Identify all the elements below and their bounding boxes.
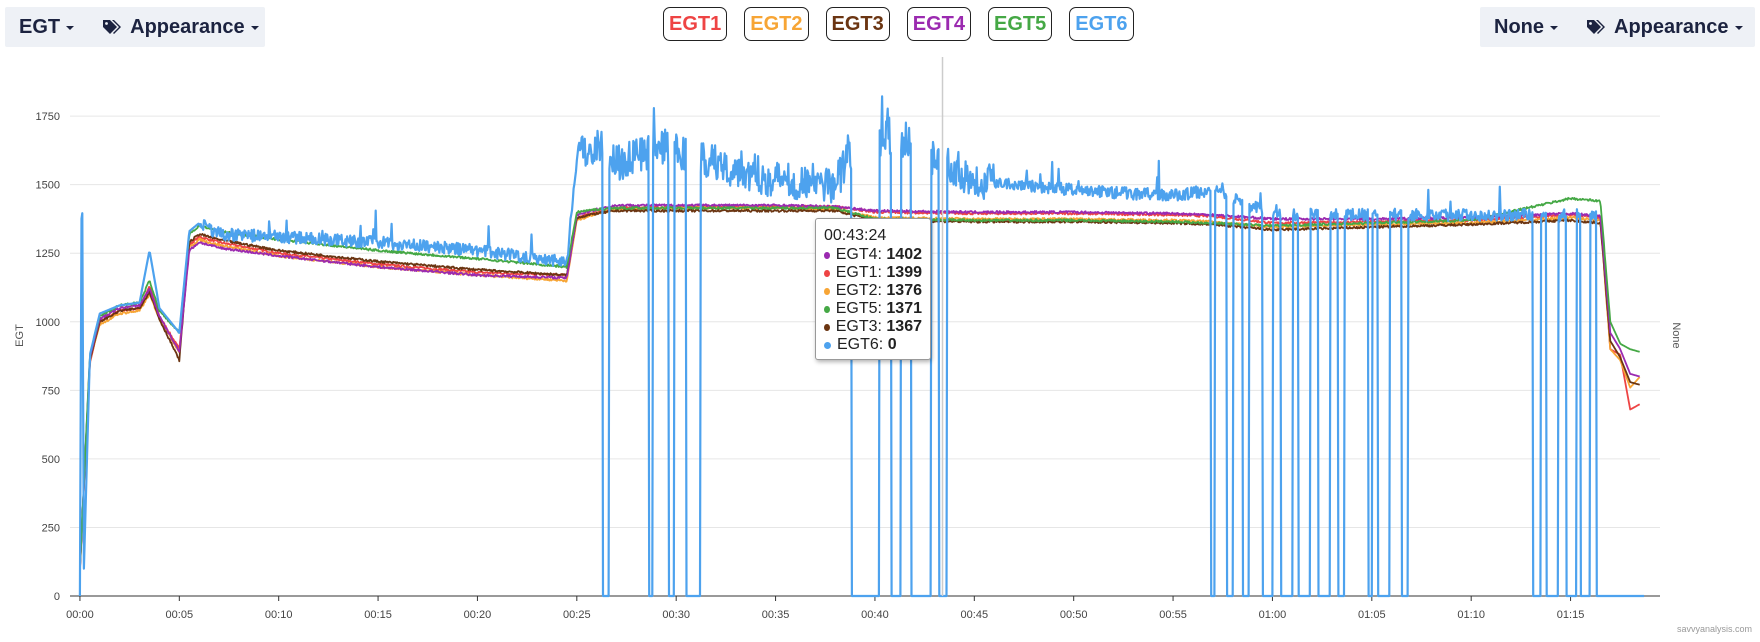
tooltip-row: EGT6: 0 [824, 336, 922, 354]
x-tick-label: 00:25 [563, 609, 591, 621]
right-appearance-label: Appearance [1614, 15, 1729, 38]
chevron-down-icon [66, 26, 75, 30]
tooltip-series-value: 0 [887, 336, 897, 353]
x-tick-label: 00:00 [66, 609, 94, 621]
x-tick-label: 01:00 [1259, 609, 1287, 621]
credit-text: savvyanalysis.com [1676, 624, 1752, 634]
series-button-egt6[interactable]: EGT6 [1069, 7, 1134, 41]
y-tick-label: 1250 [36, 248, 60, 260]
tooltip-series-value: 1376 [886, 282, 922, 299]
series-line-egt4 [79, 203, 1640, 571]
left-axis-toolbar: EGT Appearance [5, 7, 265, 47]
series-dot-icon [824, 305, 830, 313]
tooltip-series-value: 1371 [886, 300, 922, 317]
left-metric-dropdown[interactable]: EGT [5, 16, 88, 39]
tooltip-row: EGT5: 1371 [824, 300, 922, 318]
tags-icon [103, 20, 122, 34]
y-tick-label: 250 [42, 522, 60, 534]
tooltip-series-name: EGT4 [835, 246, 878, 263]
right-appearance-dropdown[interactable]: Appearance [1572, 16, 1757, 39]
series-line-egt5 [79, 196, 1640, 569]
tooltip-row: EGT1: 1399 [824, 264, 922, 282]
series-line-egt3 [79, 208, 1640, 569]
series-button-egt4[interactable]: EGT4 [906, 7, 971, 41]
x-tick-label: 01:05 [1358, 609, 1386, 621]
tooltip-series-value: 1402 [886, 246, 922, 263]
y-tick-label: 1750 [36, 111, 60, 123]
left-metric-label: EGT [19, 15, 61, 38]
series-dot-icon [824, 269, 830, 277]
left-appearance-label: Appearance [130, 15, 245, 38]
tooltip-series-name: EGT2 [835, 282, 878, 299]
tooltip-series-value: 1399 [886, 264, 922, 281]
y2-axis-label: None [1670, 322, 1682, 348]
y-tick-label: 1000 [36, 317, 60, 329]
x-tick-label: 00:10 [265, 609, 293, 621]
x-tick-label: 00:45 [961, 609, 989, 621]
x-tick-label: 00:50 [1060, 609, 1088, 621]
x-tick-label: 01:15 [1557, 609, 1585, 621]
tooltip-series-name: EGT5 [835, 300, 878, 317]
series-line-egt1 [79, 204, 1641, 572]
tooltip-time: 00:43:24 [824, 227, 887, 244]
series-dot-icon [824, 251, 830, 259]
tooltip-series-name: EGT1 [835, 264, 878, 281]
left-appearance-dropdown[interactable]: Appearance [88, 16, 273, 39]
right-metric-label: None [1494, 15, 1544, 38]
y-tick-label: 500 [42, 454, 60, 466]
y-tick-label: 0 [54, 591, 60, 603]
tags-icon [1587, 20, 1605, 34]
hover-tooltip: 00:43:24 EGT4: 1402 EGT1: 1399 EGT2: 137… [815, 218, 931, 360]
series-line-egt6 [78, 95, 1645, 598]
series-button-egt3[interactable]: EGT3 [825, 7, 890, 41]
series-dot-icon [824, 287, 830, 295]
right-metric-dropdown[interactable]: None [1480, 16, 1572, 39]
x-tick-label: 00:55 [1159, 609, 1187, 621]
tooltip-row: EGT3: 1367 [824, 318, 922, 336]
x-tick-label: 00:20 [464, 609, 492, 621]
series-button-egt2[interactable]: EGT2 [744, 7, 809, 41]
series-dot-icon [824, 323, 830, 331]
x-tick-label: 00:05 [166, 609, 194, 621]
x-tick-label: 00:30 [662, 609, 690, 621]
chevron-down-icon [1550, 26, 1558, 30]
x-tick-label: 00:35 [762, 609, 790, 621]
tooltip-series-value: 1367 [886, 318, 922, 335]
x-tick-label: 00:15 [364, 609, 392, 621]
tooltip-series-name: EGT6 [837, 336, 879, 353]
right-axis-toolbar: None Appearance [1480, 7, 1755, 47]
chevron-down-icon [250, 26, 259, 30]
series-button-egt1[interactable]: EGT1 [663, 7, 728, 41]
series-toggle-group: EGT1 EGT2 EGT3 EGT4 EGT5 EGT6 [663, 7, 1151, 41]
x-tick-label: 00:40 [861, 609, 889, 621]
y-tick-label: 1500 [36, 180, 60, 192]
x-tick-label: 01:10 [1457, 609, 1485, 621]
y-tick-label: 750 [42, 385, 60, 397]
tooltip-row: EGT2: 1376 [824, 282, 922, 300]
series-button-egt5[interactable]: EGT5 [988, 7, 1053, 41]
tooltip-series-name: EGT3 [835, 318, 878, 335]
y-axis-label: EGT [14, 324, 26, 347]
tooltip-row: EGT4: 1402 [824, 246, 922, 264]
chevron-down-icon [1734, 26, 1743, 30]
series-dot-icon [824, 341, 831, 349]
